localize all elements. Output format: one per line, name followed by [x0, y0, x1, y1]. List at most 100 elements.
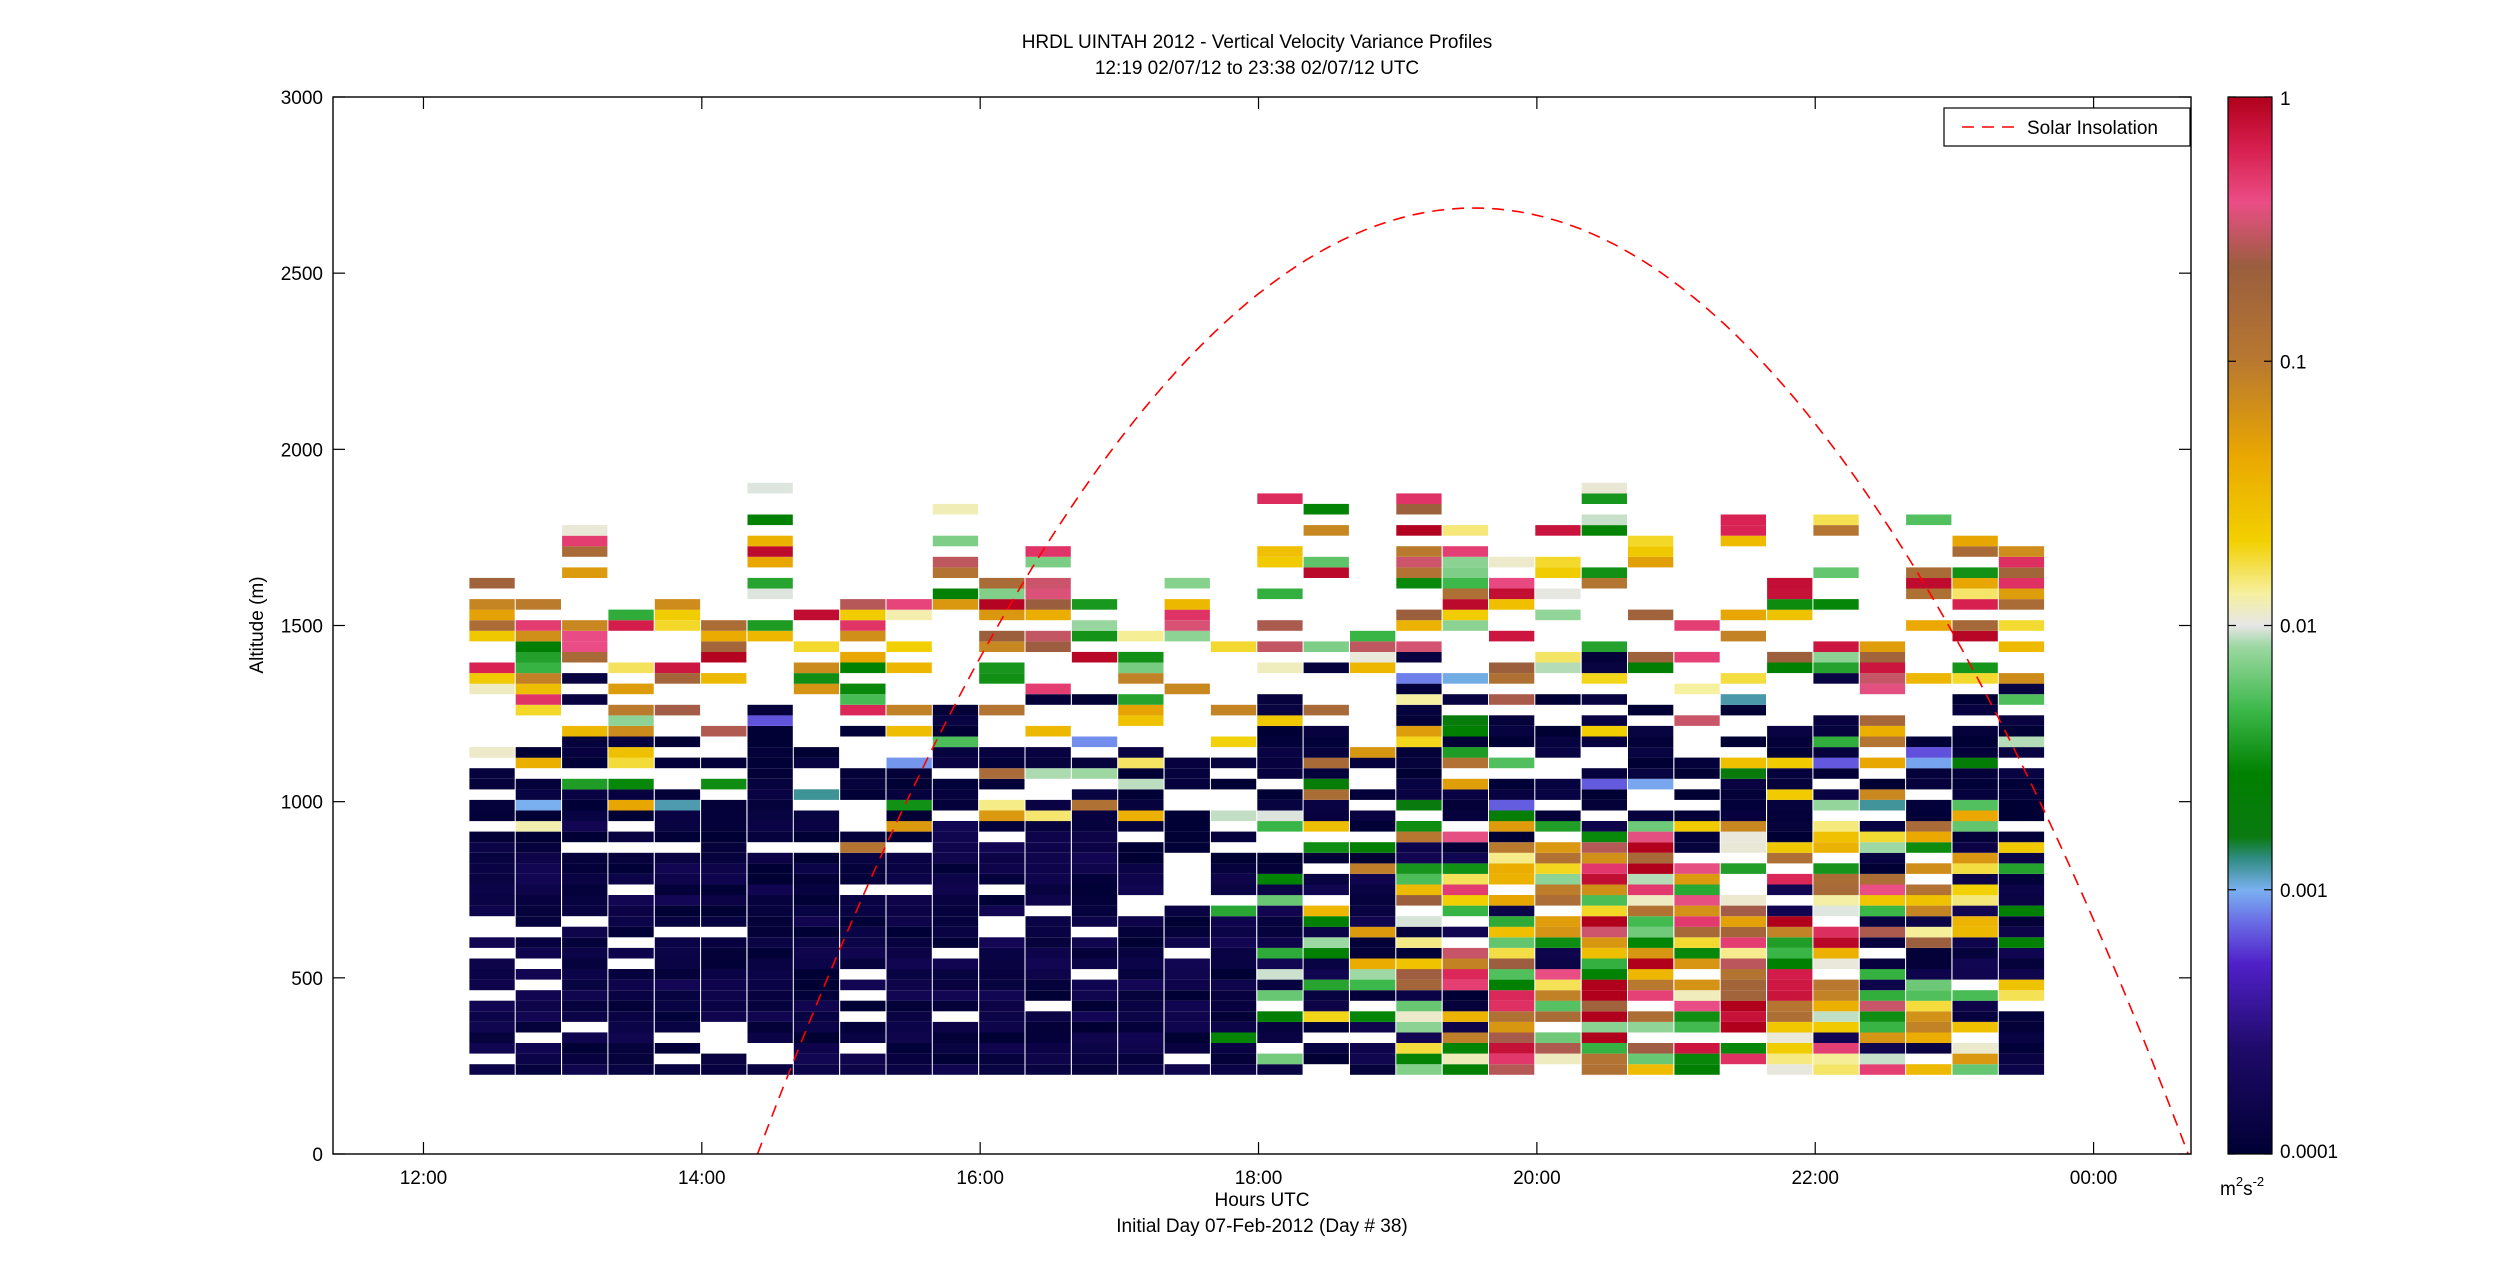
heatmap-cell	[1396, 1011, 1442, 1022]
heatmap-cell	[979, 609, 1025, 621]
heatmap-cell	[932, 937, 979, 948]
heatmap-cell	[1025, 556, 1071, 568]
heatmap-cells	[469, 482, 2045, 1075]
heatmap-cell	[932, 969, 979, 980]
heatmap-cell	[979, 673, 1025, 684]
heatmap-cell	[1628, 725, 1674, 737]
heatmap-cell	[886, 937, 932, 948]
heatmap-cell	[1535, 821, 1581, 832]
heatmap-cell	[1813, 821, 1859, 832]
heatmap-cell	[1767, 1000, 1813, 1012]
heatmap-cell	[1998, 1064, 2045, 1075]
heatmap-cell	[1720, 736, 1766, 748]
heatmap-cell	[1581, 694, 1627, 705]
heatmap-cell	[747, 546, 793, 557]
heatmap-cell	[1998, 577, 2045, 589]
heatmap-cell	[608, 1011, 654, 1022]
heatmap-cell	[1025, 694, 1071, 705]
heatmap-cell	[1767, 1053, 1813, 1065]
heatmap-cell	[1998, 969, 2045, 980]
heatmap-cell	[1581, 1043, 1627, 1054]
heatmap-cell	[1210, 937, 1257, 948]
heatmap-cell	[1581, 926, 1627, 938]
heatmap-cell	[1535, 884, 1581, 896]
heatmap-cell	[1998, 810, 2045, 822]
heatmap-cell	[886, 926, 932, 938]
heatmap-cell	[701, 1053, 747, 1065]
heatmap-cell	[1906, 588, 1952, 600]
heatmap-cell	[1350, 884, 1396, 896]
heatmap-cell	[1581, 1021, 1627, 1033]
heatmap-cell	[1720, 609, 1766, 621]
heatmap-cell	[840, 651, 886, 663]
heatmap-cell	[1998, 546, 2045, 557]
heatmap-cell	[1489, 757, 1535, 769]
heatmap-cell	[1257, 799, 1303, 811]
heatmap-cell	[1164, 969, 1210, 980]
heatmap-cell	[1952, 958, 1998, 970]
heatmap-cell	[1859, 937, 1906, 948]
heatmap-cell	[1535, 926, 1581, 938]
heatmap-cell	[1859, 1032, 1906, 1043]
heatmap-cell	[1025, 810, 1071, 822]
heatmap-cell	[793, 990, 840, 1001]
heatmap-cell	[654, 662, 701, 674]
heatmap-cell	[1489, 556, 1535, 568]
heatmap-cell	[1350, 979, 1396, 991]
heatmap-cell	[1952, 937, 1998, 948]
heatmap-cell	[1442, 1043, 1488, 1054]
heatmap-cell	[1210, 1021, 1257, 1033]
heatmap-cell	[1118, 873, 1164, 885]
heatmap-cell	[1720, 768, 1766, 779]
heatmap-cell	[1998, 683, 2045, 695]
heatmap-cell	[515, 1000, 561, 1012]
heatmap-cell	[469, 937, 515, 948]
heatmap-cell	[886, 831, 932, 843]
heatmap-cell	[1118, 852, 1164, 864]
heatmap-cell	[1859, 1064, 1906, 1075]
heatmap-cell	[1118, 1053, 1164, 1065]
heatmap-cell	[979, 778, 1025, 790]
heatmap-cell	[1906, 757, 1952, 769]
heatmap-cell	[1581, 1011, 1627, 1022]
heatmap-cell	[701, 651, 747, 663]
heatmap-cell	[654, 1011, 701, 1022]
heatmap-cell	[1674, 683, 1720, 695]
heatmap-cell	[1535, 1011, 1581, 1022]
heatmap-cell	[701, 969, 747, 980]
heatmap-cell	[1396, 916, 1442, 927]
heatmap-cell	[886, 1032, 932, 1043]
heatmap-cell	[1952, 1064, 1998, 1075]
heatmap-cell	[1442, 577, 1488, 589]
heatmap-cell	[562, 546, 608, 557]
heatmap-cell	[1442, 525, 1488, 536]
heatmap-cell	[1396, 852, 1442, 864]
heatmap-cell	[793, 947, 840, 959]
heatmap-cell	[1118, 884, 1164, 896]
heatmap-cell	[1813, 958, 1859, 970]
heatmap-cell	[1396, 1043, 1442, 1054]
heatmap-cell	[840, 683, 886, 695]
heatmap-cell	[747, 620, 793, 631]
heatmap-cell	[562, 778, 608, 790]
heatmap-cell	[1628, 810, 1674, 822]
heatmap-cell	[1720, 778, 1766, 790]
heatmap-cell	[608, 905, 654, 917]
heatmap-cell	[1164, 1064, 1210, 1075]
heatmap-cell	[747, 736, 793, 748]
heatmap-cell	[1164, 1021, 1210, 1033]
heatmap-cell	[1489, 789, 1535, 800]
heatmap-cell	[469, 831, 515, 843]
heatmap-cell	[793, 863, 840, 874]
heatmap-cell	[932, 1064, 979, 1075]
heatmap-cell	[1906, 778, 1952, 790]
heatmap-cell	[1210, 704, 1257, 716]
heatmap-cell	[1257, 1053, 1303, 1065]
heatmap-cell	[1674, 1064, 1720, 1075]
heatmap-cell	[1535, 651, 1581, 663]
x-tick-label: 00:00	[2070, 1168, 2118, 1189]
heatmap-cell	[1257, 1021, 1303, 1033]
heatmap-cell	[608, 1000, 654, 1012]
heatmap-cell	[1396, 747, 1442, 758]
heatmap-cell	[1998, 736, 2045, 748]
